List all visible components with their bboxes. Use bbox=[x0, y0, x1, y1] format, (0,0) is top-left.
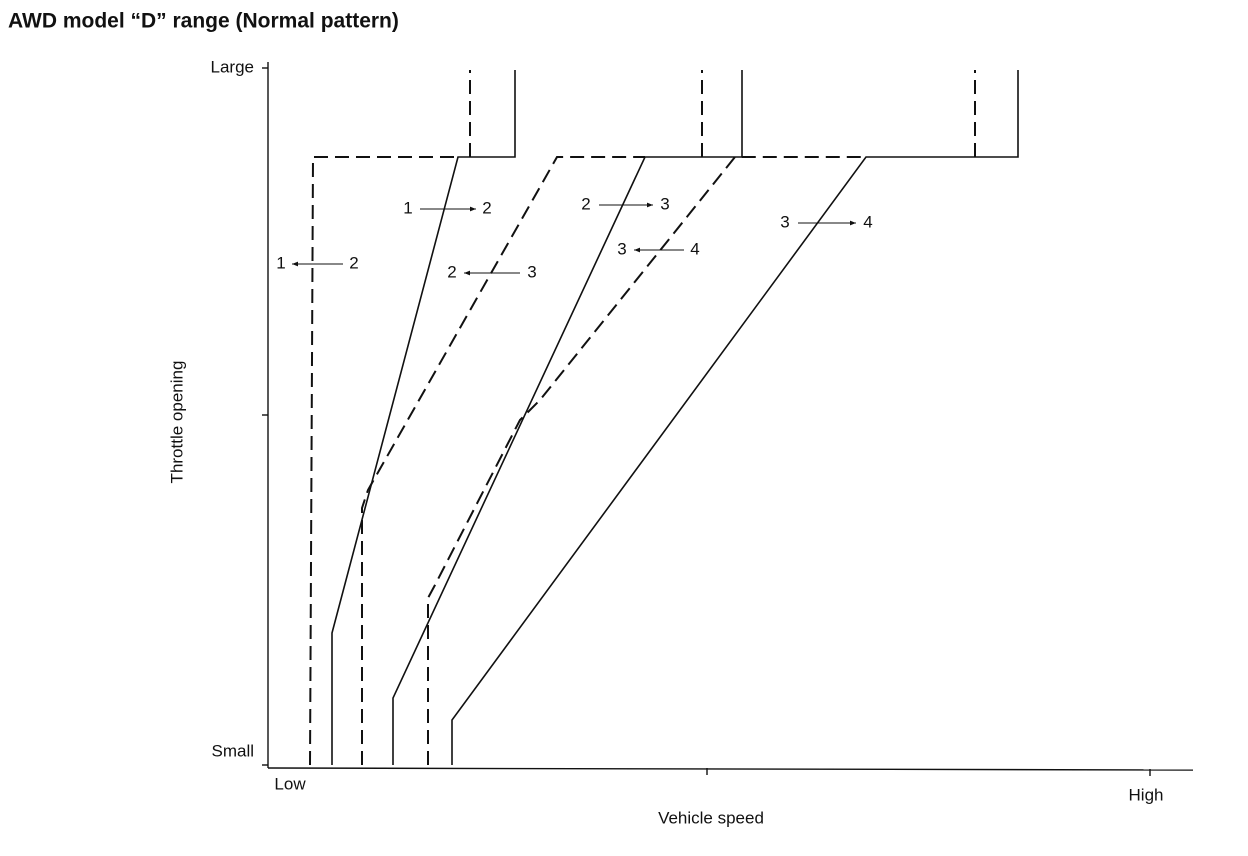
y-bottom-label: Small bbox=[211, 741, 254, 760]
gear-label: 2 bbox=[581, 194, 590, 213]
y-top-label: Large bbox=[211, 57, 254, 76]
x-left-label: Low bbox=[274, 774, 306, 793]
x-right-label: High bbox=[1129, 785, 1164, 804]
gear-label: 3 bbox=[780, 212, 789, 231]
shift-lines bbox=[309, 70, 1019, 766]
title: AWD model “D” range (Normal pattern) bbox=[8, 10, 399, 33]
upshift-line bbox=[331, 70, 516, 765]
upshift-line bbox=[392, 70, 743, 765]
y-axis-label: Throttle opening bbox=[167, 361, 186, 484]
gear-label: 4 bbox=[690, 239, 699, 258]
upshift-line bbox=[451, 70, 1019, 765]
gear-label: 2 bbox=[482, 198, 491, 217]
axes bbox=[262, 62, 1194, 776]
gear-label: 4 bbox=[863, 212, 872, 231]
shift-labels: 1 2 1 2 2 3 2 3 3 4 3 4 bbox=[276, 194, 872, 281]
x-axis-label: Vehicle speed bbox=[658, 808, 764, 827]
gear-label: 1 bbox=[276, 253, 285, 272]
gear-label: 1 bbox=[403, 198, 412, 217]
gear-label: 2 bbox=[349, 253, 358, 272]
x-axis bbox=[267, 767, 1194, 771]
gear-label: 3 bbox=[660, 194, 669, 213]
gear-label: 3 bbox=[527, 262, 536, 281]
gear-label: 2 bbox=[447, 262, 456, 281]
downshift-line bbox=[361, 156, 645, 765]
gear-label: 3 bbox=[617, 239, 626, 258]
downshift-line bbox=[427, 156, 866, 765]
downshift-line bbox=[309, 156, 458, 766]
